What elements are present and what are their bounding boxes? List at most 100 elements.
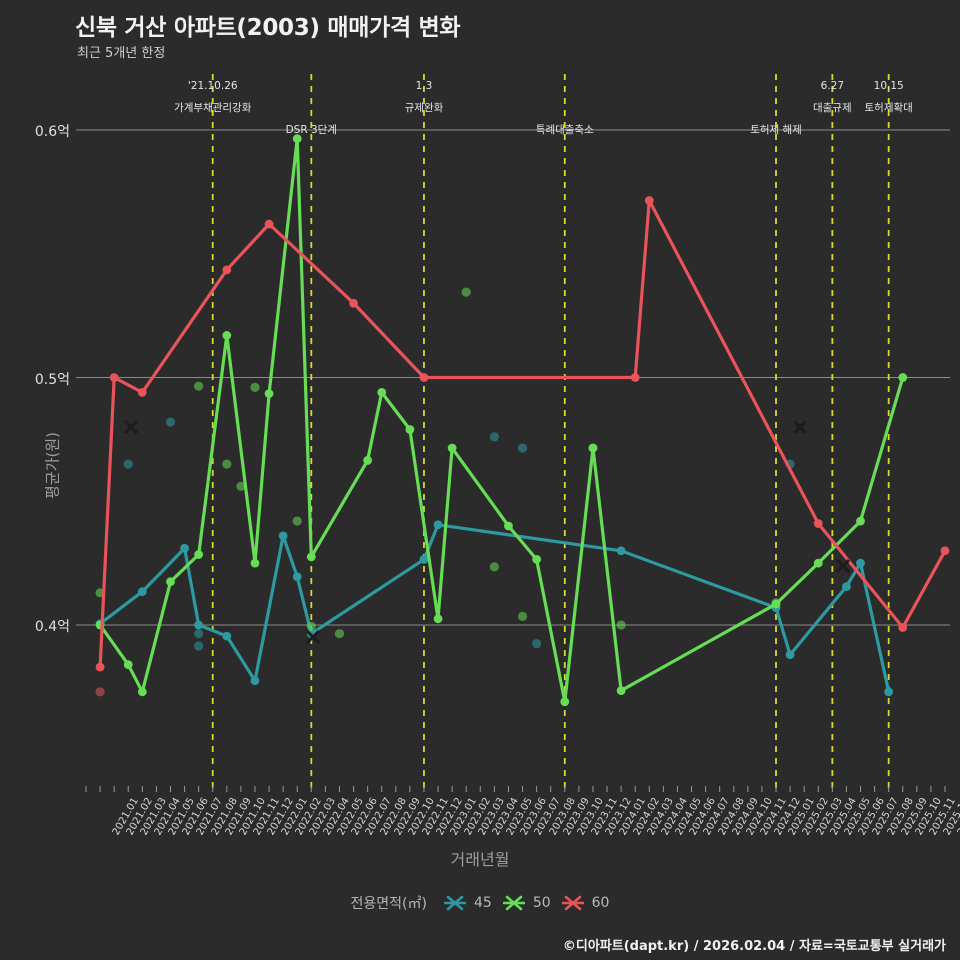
series-scatter-point (292, 516, 302, 526)
page-subtitle: 최근 5개년 한정 (77, 46, 166, 61)
series-point (363, 456, 373, 465)
annotation-label: 가계부채관리강화 (174, 102, 252, 114)
series-point (588, 443, 598, 453)
legend-asterisk-icon (502, 895, 525, 911)
series-scatter-point (489, 432, 499, 442)
series-point (842, 582, 851, 592)
series-point (884, 687, 894, 697)
series-point (616, 546, 626, 556)
series-point (419, 373, 429, 382)
legend-item[interactable]: 60 (561, 894, 610, 912)
series-point (856, 558, 865, 568)
annotation-label: 대출규제 (813, 102, 852, 114)
series-point (771, 599, 781, 609)
series-scatter-point (517, 611, 528, 621)
series-line (98, 137, 905, 704)
chart-legend: 전용면적(㎡) 45 50 60 (0, 893, 960, 913)
annotation-label: 토허제확대 (864, 102, 913, 114)
footer-credit: ©디아파트(dapt.kr) / 2026.02.04 / 자료=국토교통부 실… (562, 939, 946, 954)
series-point (137, 687, 147, 697)
y-axis-label: 평균가(원) (43, 432, 62, 499)
legend-items: 45 50 60 (443, 894, 610, 912)
series-scatter-point (461, 287, 471, 297)
series-scatter-point (250, 382, 260, 392)
series-point (560, 697, 570, 707)
outlier-marker (123, 419, 139, 435)
series-point (377, 387, 387, 397)
legend-title: 전용면적(㎡) (350, 896, 427, 912)
series-point (856, 516, 865, 526)
series-point (898, 623, 908, 632)
series-point (264, 389, 274, 398)
series-scatter-point (194, 629, 204, 639)
series-scatter-point (222, 459, 232, 469)
series-point (194, 620, 204, 630)
series-point (940, 546, 950, 556)
annotation-label: 토허제 해제 (750, 124, 802, 136)
outlier-marker (792, 419, 808, 435)
annotation-label: DSR 3단계 (285, 124, 337, 136)
series-scatter-point (334, 629, 345, 639)
series-point (433, 614, 443, 624)
series-point (250, 676, 260, 686)
series-scatter-point (489, 562, 499, 572)
legend-item[interactable]: 50 (502, 894, 551, 912)
y-tick-label: 0.4억 (34, 619, 70, 635)
series-scatter-point (306, 621, 316, 631)
series-point (137, 387, 147, 397)
legend-label: 50 (532, 895, 551, 911)
page-title: 신북 거산 아파트(2003) 매매가격 변화 (75, 15, 461, 41)
series-line (98, 198, 947, 669)
series-point (222, 265, 232, 275)
series-point (813, 558, 823, 568)
annotation-date: 10.15 (873, 80, 904, 92)
series-point (278, 531, 288, 541)
series-point (433, 520, 443, 530)
legend-label: 60 (591, 895, 610, 911)
series-point (644, 196, 654, 205)
y-tick-label: 0.6억 (34, 124, 70, 140)
series-point (137, 587, 147, 596)
series-point (264, 219, 274, 229)
series-point (95, 662, 105, 672)
series-point (419, 555, 429, 564)
legend-item[interactable]: 45 (443, 894, 492, 912)
series-scatter-point (123, 459, 133, 469)
series-point (898, 373, 908, 382)
series-point (292, 134, 302, 144)
annotation-date: 6.27 (820, 80, 845, 92)
annotation-date: 1.3 (415, 80, 433, 92)
series-scatter-point (165, 417, 176, 427)
series-point (123, 660, 133, 669)
series-point (504, 521, 513, 531)
y-tick-label: 0.5억 (34, 371, 70, 388)
series-point (250, 558, 260, 568)
series-point (306, 552, 316, 562)
series-point (785, 650, 795, 660)
series-point (349, 298, 358, 308)
legend-asterisk-icon (561, 895, 584, 911)
series-scatter-point (194, 641, 204, 651)
outlier-marker (305, 629, 321, 645)
series-scatter-point (532, 638, 542, 649)
series-point (447, 443, 457, 453)
series-point (616, 686, 626, 695)
x-axis-label: 거래년월 (450, 850, 510, 869)
legend-label: 45 (473, 895, 492, 911)
series-point (292, 572, 302, 582)
series-scatter-point (194, 381, 204, 391)
series-point (222, 631, 232, 641)
series-point (532, 555, 542, 564)
series-scatter-point (616, 620, 626, 630)
series-point (813, 519, 823, 528)
annotation-date: '21.10.26 (187, 80, 238, 92)
annotation-label: 특례대출축소 (535, 124, 594, 136)
series-point (194, 550, 204, 559)
annotation-label: 규제완화 (404, 102, 444, 114)
legend-asterisk-icon (443, 895, 466, 911)
series-scatter-point (95, 687, 105, 697)
series-point (109, 373, 119, 382)
